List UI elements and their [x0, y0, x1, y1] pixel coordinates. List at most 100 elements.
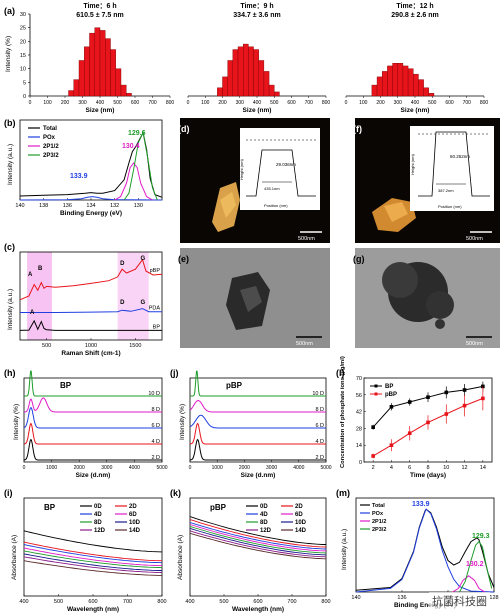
c-band-label: B	[38, 266, 43, 272]
m-peak-annotation: 130.2	[466, 561, 484, 568]
a-histogram-bar	[222, 76, 228, 97]
panel-label-i: (i)	[4, 488, 13, 498]
a-xtick-label: 500	[113, 100, 122, 106]
a-ytick-label: 5	[23, 80, 26, 86]
a-xtick-label: 800	[166, 100, 175, 106]
k-series-8D	[189, 525, 327, 554]
panel-label-h: (h)	[4, 368, 16, 378]
j-title: pBP	[226, 381, 243, 390]
b-series-2P1/2	[114, 162, 153, 201]
j-ylabel: Intensity (%)	[179, 404, 186, 440]
k-series-10D	[189, 527, 326, 556]
i-xlabel: Wavelength (nm)	[67, 606, 119, 613]
h-series-label: 6 D	[151, 423, 160, 429]
a-size-label: 290.8 ± 2.6 nm	[391, 12, 438, 19]
panel-label-e: (e)	[178, 254, 189, 264]
panel-label-b: (b)	[4, 118, 16, 128]
a-xtick-label: 500	[270, 100, 279, 106]
l-xtick-label: 14	[480, 465, 486, 471]
a-xtick-label: 700	[463, 100, 472, 106]
b-legend-label: Total	[43, 126, 57, 132]
a-histogram-bar	[89, 32, 95, 97]
a-histogram-bar	[99, 30, 106, 97]
a-time-label: Time：12 h	[396, 3, 433, 10]
i-legend-label: 8D	[94, 520, 102, 526]
k-series-4D	[189, 522, 327, 550]
afm-inset-f-height: 60.252nm	[450, 154, 470, 159]
a-xtick-label: 800	[480, 100, 489, 106]
b-legend-label: 2P3/2	[43, 153, 59, 159]
h-series-10D	[24, 370, 162, 397]
k-legend-label: 0D	[260, 504, 268, 510]
c-series-pBP	[19, 258, 163, 301]
m-series-POx	[355, 508, 495, 593]
l-xtick-label: 8	[426, 465, 429, 471]
b-ylabel: Intensity (a.u.)	[7, 144, 14, 185]
l-ytick-label: 28	[356, 426, 362, 432]
h-series-2D	[23, 439, 162, 461]
h-ylabel: Intensity (%)	[13, 404, 20, 440]
panel-h-dls-bp: 0 1000 2000 3000 4000 5000 Size (d.nm) Intensit…	[13, 370, 168, 479]
panel-label-k: (k)	[170, 488, 181, 498]
b-xtick-label: 134	[86, 203, 95, 209]
h-xtick-label: 5000	[156, 465, 167, 471]
l-point	[444, 390, 449, 395]
h-xtick-label: 1000	[46, 465, 57, 471]
j-series-4D	[189, 422, 326, 445]
panel-label-c: (c)	[4, 242, 15, 252]
a-histogram-bar	[274, 91, 280, 97]
j-series-label: 8 D	[315, 407, 324, 413]
c-band-label: A	[30, 310, 35, 316]
afm-image-f: Height (nm) Position (nm) 60.252nm 387.2…	[355, 118, 500, 243]
l-point	[462, 388, 467, 392]
l-ytick-label: 70	[356, 376, 362, 382]
m-xtick-label: 140	[351, 595, 360, 601]
b-xtick-label: 140	[15, 203, 24, 209]
k-series-2D	[189, 519, 327, 548]
l-legend-label: BP	[385, 384, 393, 390]
panel-i-absorbance-bp: 400 500 600 700 800 Wavelength (nm) Absorbance…	[11, 497, 167, 613]
i-xtick-label: 600	[88, 599, 97, 605]
a-ytick-label: 30	[20, 12, 26, 18]
j-series-label: 4 D	[315, 439, 324, 445]
h-series-4D	[23, 423, 162, 445]
a-histogram-bar	[94, 27, 101, 97]
c-band-label: G	[140, 300, 145, 306]
afm-inset-f	[410, 126, 494, 211]
a-xlabel: Size (nm)	[243, 107, 272, 114]
k-ylabel: Absorbance (A)	[177, 535, 184, 580]
k-series-6D	[189, 524, 327, 552]
h-xtick-label: 2000	[74, 465, 85, 471]
k-legend-label: 14D	[295, 528, 307, 534]
k-legend-label: 6D	[295, 512, 303, 518]
c-xlabel: Raman Shift (cm-1)	[61, 350, 120, 357]
a-size-label: 334.7 ± 3.6 nm	[233, 12, 280, 19]
a-histogram-bar	[84, 46, 90, 97]
l-legend-marker	[374, 392, 378, 396]
a-histogram-bar	[371, 84, 378, 97]
b-peak-annotation: 129.6	[128, 130, 146, 137]
a-histogram-bar	[126, 93, 132, 97]
h-series-label: 2 D	[151, 455, 160, 461]
l-xtick-label: 12	[462, 465, 468, 471]
m-xlabel: Binding Energy (eV)	[394, 602, 456, 609]
a-histogram-bar	[248, 46, 254, 97]
j-xtick-label: 2000	[239, 465, 250, 471]
afm-inset-d-ylabel: Height (nm)	[239, 158, 244, 180]
a-xtick-label: 200	[218, 100, 227, 106]
a-histogram-bar	[242, 43, 249, 97]
i-frame	[23, 497, 163, 597]
b-xtick-label: 136	[63, 203, 72, 209]
j-frame	[189, 377, 327, 463]
b-legend-label: POx	[43, 135, 56, 141]
panel-c-raman-spectrum: 500 1000 1500 Raman Shift (cm-1) Intensity (…	[7, 251, 163, 357]
a-time-label: Time：6 h	[83, 3, 116, 10]
afm-inset-d-xlabel: Position (nm)	[264, 203, 288, 208]
a-histogram-bar	[376, 76, 383, 97]
h-series-label: 8 D	[151, 407, 160, 413]
k-legend-label: 2D	[295, 504, 303, 510]
h-xlabel: Size (d.nm)	[76, 472, 111, 479]
i-legend-label: 0D	[94, 504, 102, 510]
m-frame	[355, 497, 495, 593]
h-series-6D	[23, 407, 162, 429]
